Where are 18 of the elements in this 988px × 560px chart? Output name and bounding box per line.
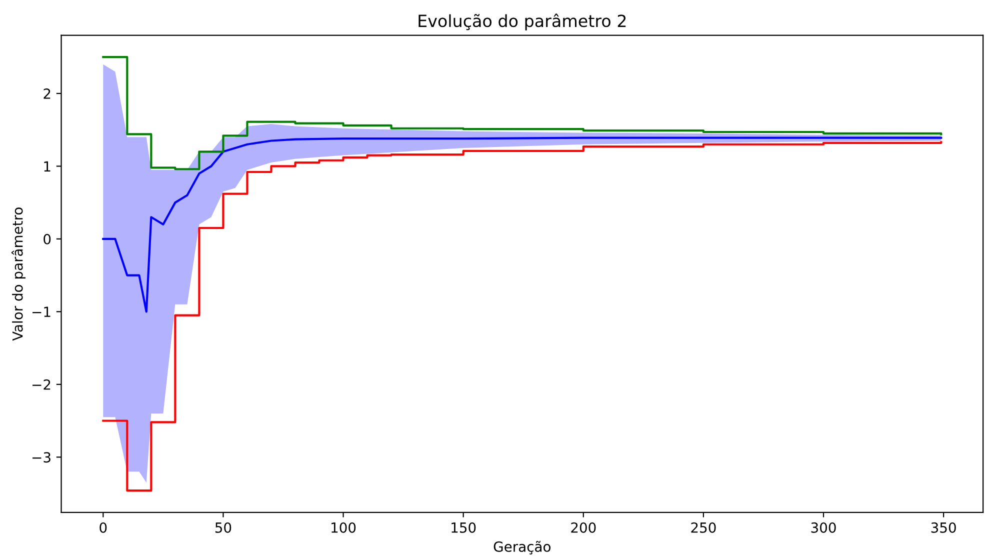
y-tick-label: −2 xyxy=(32,379,50,390)
line-series xyxy=(102,136,942,313)
y-tick-label: −1 xyxy=(32,306,50,317)
x-axis-title: Geração xyxy=(494,540,550,554)
x-tick-label: 0 xyxy=(100,522,107,533)
y-tick-label: 2 xyxy=(44,88,50,99)
y-axis-title: Valor do parâmetro xyxy=(12,208,26,341)
x-tick-label: 50 xyxy=(215,522,232,533)
chart-title: Evolução do parâmetro 2 xyxy=(418,14,626,30)
x-tick-label: 300 xyxy=(811,522,836,533)
x-tick-label: 100 xyxy=(332,522,356,533)
x-tick-label: 150 xyxy=(452,522,476,533)
x-tick-label: 200 xyxy=(571,522,596,533)
x-tick-label: 250 xyxy=(691,522,716,533)
x-tick-label: 350 xyxy=(931,522,956,533)
y-tick-label: −3 xyxy=(32,452,50,463)
y-tick-label: 0 xyxy=(44,234,51,244)
y-tick-label: 1 xyxy=(44,161,50,172)
